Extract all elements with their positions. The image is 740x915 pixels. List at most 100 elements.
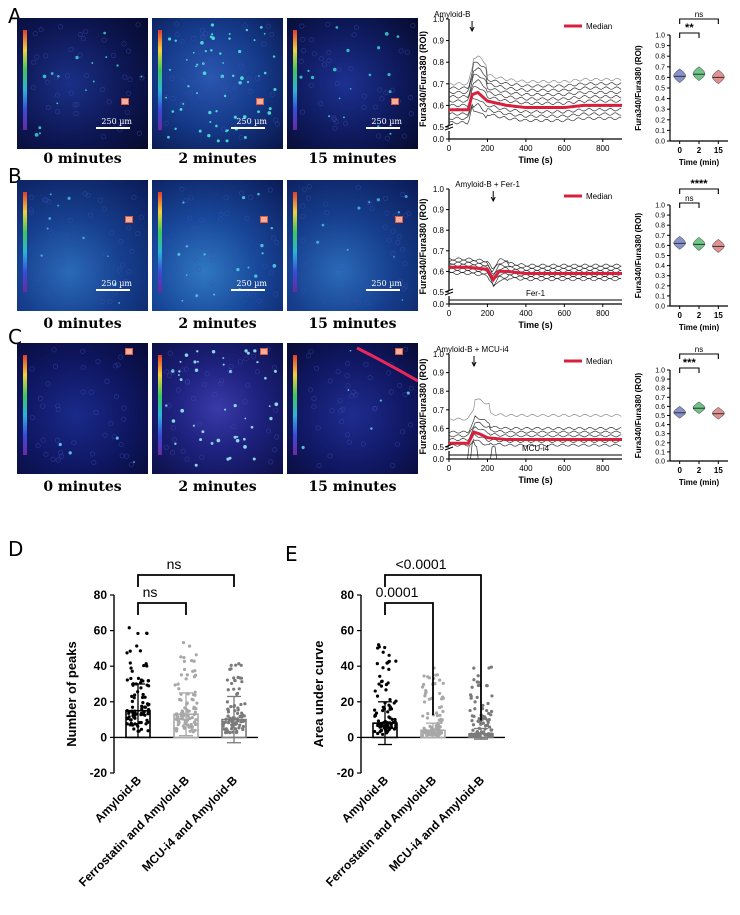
- cell-outline: [372, 406, 378, 412]
- cell-outline: [77, 32, 83, 38]
- data-point: [394, 726, 398, 730]
- data-point: [482, 732, 487, 736]
- cell-dot: [178, 370, 181, 373]
- data-point: [440, 697, 444, 701]
- y-tick-label: 0.0: [433, 455, 445, 464]
- cell-outline: [210, 250, 216, 256]
- cell-dot: [181, 299, 184, 302]
- cell-outline: [138, 214, 144, 220]
- data-point: [182, 667, 187, 672]
- cell-dot: [332, 67, 337, 72]
- cell-outline: [97, 197, 103, 203]
- data-point: [437, 732, 441, 737]
- cell-dot: [243, 437, 246, 441]
- cell-dot: [272, 55, 276, 58]
- y-tick-label: 0.2: [655, 283, 665, 290]
- data-point: [471, 728, 475, 732]
- data-point: [186, 723, 190, 727]
- data-point: [174, 717, 178, 721]
- cell-dots: [30, 22, 145, 140]
- cell-dot: [171, 419, 176, 423]
- cell-outline: [32, 31, 38, 37]
- cell-dot: [347, 389, 350, 391]
- cell-outline: [353, 24, 359, 30]
- violin-chart-c: 0.0 0.1 0.2 0.3 0.4 0.5 0.6 0.7 0.8 0.9 1.0 0 2 15 Tim…: [634, 345, 728, 487]
- data-point: [133, 709, 137, 713]
- data-point: [142, 663, 146, 668]
- y-tick-label: 0.8: [655, 386, 665, 393]
- cell-dot: [342, 116, 345, 119]
- cell-dot: [199, 438, 203, 442]
- data-point: [130, 723, 135, 727]
- data-point: [487, 711, 491, 716]
- cell-outline: [242, 399, 248, 405]
- data-point: [174, 712, 179, 716]
- cell-outline: [410, 23, 416, 29]
- cell-outline: [308, 348, 314, 354]
- cell-outline: [184, 456, 190, 462]
- cell-outline: [119, 453, 125, 459]
- data-point: [385, 725, 389, 729]
- cell-dot: [211, 350, 216, 354]
- cell-outline: [244, 215, 250, 221]
- cell-dot: [225, 139, 229, 143]
- data-point: [477, 719, 481, 724]
- roi-marker: [121, 98, 129, 105]
- cell-outline: [83, 29, 89, 35]
- cell-outline: [400, 429, 406, 435]
- cell-outline: [224, 263, 230, 269]
- cell-dot: [198, 129, 202, 133]
- data-point: [435, 711, 439, 715]
- cell-dot: [107, 255, 109, 258]
- data-point: [190, 727, 194, 731]
- y-axis-label: Fura340/Fura380 (ROI): [418, 31, 428, 127]
- cell-outline: [218, 216, 224, 222]
- scale-label: 250 µm: [101, 279, 132, 288]
- cell-dot: [379, 399, 382, 402]
- cell-outline: [261, 41, 267, 47]
- cell-outline: [77, 52, 83, 58]
- data-point: [182, 726, 186, 730]
- colorbar: [158, 30, 162, 130]
- data-point: [479, 722, 483, 726]
- data-point: [378, 730, 382, 734]
- cell-outline: [403, 283, 409, 289]
- cell-dot: [384, 32, 389, 36]
- cell-outline: [390, 228, 396, 234]
- stimulus-arrow-head: [490, 196, 496, 203]
- data-point: [487, 725, 492, 729]
- data-point: [383, 645, 387, 650]
- cell-outline: [44, 79, 50, 85]
- cell-outline: [237, 79, 243, 85]
- data-point: [140, 695, 145, 700]
- violin: [712, 238, 725, 253]
- cell-outline: [355, 184, 361, 190]
- cell-dot: [263, 32, 266, 35]
- cell-outline: [218, 75, 224, 81]
- cell-outline: [232, 85, 238, 91]
- cell-outline: [308, 82, 314, 88]
- trace-line: [448, 421, 622, 438]
- cell-outline: [248, 194, 254, 200]
- cell-outline: [377, 87, 383, 93]
- significance-label: <0.0001: [396, 556, 447, 572]
- trace-line: [448, 398, 622, 421]
- data-point: [376, 643, 381, 647]
- cell-outline: [210, 256, 216, 262]
- time-label-15: 15 minutes: [308, 151, 397, 167]
- data-point: [224, 717, 228, 721]
- cell-outline: [48, 230, 54, 236]
- cell-dot: [256, 360, 259, 364]
- cell-dot: [247, 266, 250, 269]
- trace-line: [448, 61, 622, 90]
- cell-outline: [326, 58, 332, 64]
- cell-outline: [118, 354, 124, 360]
- data-point: [441, 709, 445, 714]
- y-tick-label: 80: [94, 588, 108, 602]
- data-point: [225, 700, 230, 704]
- cell-outline: [306, 195, 312, 201]
- y-tick-label: 0.6: [433, 267, 445, 276]
- y-tick-label: 20: [341, 695, 355, 709]
- y-tick-label: 0.9: [433, 369, 445, 378]
- cell-outline: [394, 441, 400, 447]
